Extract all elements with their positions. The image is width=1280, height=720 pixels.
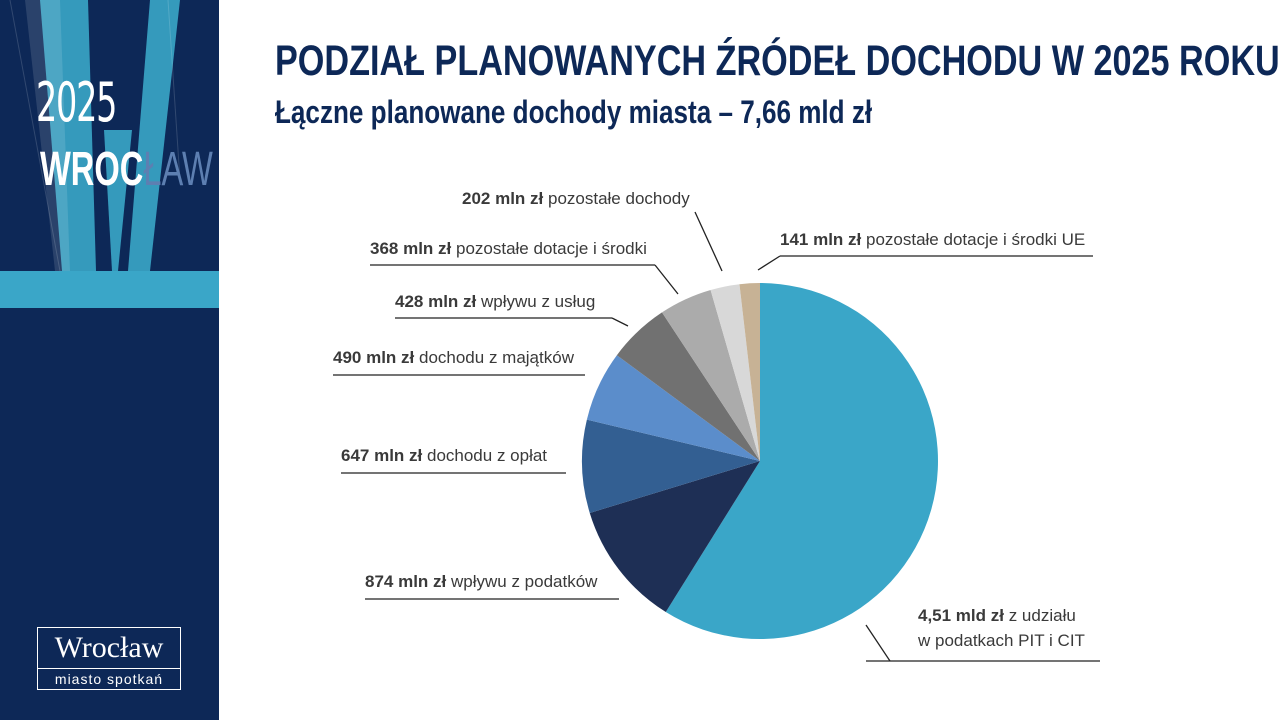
- slice-value: 4,51 mld zł: [918, 606, 1004, 625]
- page-title: PODZIAŁ PLANOWANYCH ŹRÓDEŁ DOCHODU W 202…: [275, 37, 1280, 85]
- slice-value: 647 mln zł: [341, 446, 423, 465]
- slice-description: z udziału: [1004, 606, 1076, 625]
- slice-label: 368 mln zł pozostałe dotacje i środki: [370, 239, 647, 258]
- slice-label: 647 mln zł dochodu z opłat: [341, 446, 547, 465]
- slice-label: 141 mln zł pozostałe dotacje i środki UE: [780, 230, 1085, 249]
- slice-value: 428 mln zł: [395, 292, 477, 311]
- city-word-main: WROC: [40, 143, 144, 196]
- pie-slice: [582, 419, 760, 513]
- slice-description: pozostałe dochody: [543, 189, 690, 208]
- slice-description: wpływu z usług: [476, 292, 595, 311]
- city-word-tail: ŁAW: [143, 143, 213, 196]
- slice-value: 490 mln zł: [333, 348, 415, 367]
- slice-label: 428 mln zł wpływu z usług: [395, 292, 595, 311]
- leader-line: [757, 255, 781, 271]
- slice-description: wpływu z podatków: [446, 572, 598, 591]
- leader-line: [611, 317, 629, 327]
- slice-value: 874 mln zł: [365, 572, 447, 591]
- decorative-w-graphic: [9, 0, 181, 271]
- pie-slice: [586, 355, 760, 461]
- leader-line: [694, 211, 723, 272]
- pie-slice: [661, 290, 760, 461]
- branding-year: 2025: [36, 71, 117, 134]
- slice-description: dochodu z opłat: [422, 446, 547, 465]
- page-subtitle: Łączne planowane dochody miasta – 7,66 m…: [275, 94, 873, 130]
- logo-tagline: miasto spotkań: [54, 671, 164, 687]
- pie-slice: [739, 283, 760, 461]
- slice-description: pozostałe dotacje i środki: [451, 239, 647, 258]
- slice-description: pozostałe dotacje i środki UE: [861, 230, 1085, 249]
- branding-city-word: WROCŁAW: [40, 146, 213, 194]
- label-leaders: [333, 211, 1100, 662]
- slice-labels: 4,51 mld zł z udziału w podatkach PIT i C…: [333, 189, 1085, 650]
- slice-label: 202 mln zł pozostałe dochody: [462, 189, 690, 208]
- accent-band: [0, 271, 219, 308]
- city-logo: Wrocław miasto spotkań: [37, 627, 181, 690]
- slice-value: 202 mln zł: [462, 189, 544, 208]
- slice-description: dochodu z majątków: [414, 348, 574, 367]
- slice-label: 874 mln zł wpływu z podatków: [365, 572, 598, 591]
- pie-slice: [710, 284, 760, 461]
- slice-label: 4,51 mld zł z udziału: [918, 606, 1076, 625]
- leader-line: [865, 624, 891, 662]
- branding-sidebar: 2025 WROCŁAW Wrocław miasto spotkań: [0, 0, 219, 720]
- pie-slice: [665, 283, 938, 640]
- leader-line: [654, 264, 679, 295]
- pie-slice: [616, 312, 760, 461]
- pie-slices: [582, 283, 938, 640]
- pie-slice: [589, 461, 760, 613]
- slice-label: 490 mln zł dochodu z majątków: [333, 348, 575, 367]
- slice-value: 368 mln zł: [370, 239, 452, 258]
- slice-description-line2: w podatkach PIT i CIT: [917, 631, 1085, 650]
- slice-value: 141 mln zł: [780, 230, 862, 249]
- logo-name: Wrocław: [38, 628, 180, 669]
